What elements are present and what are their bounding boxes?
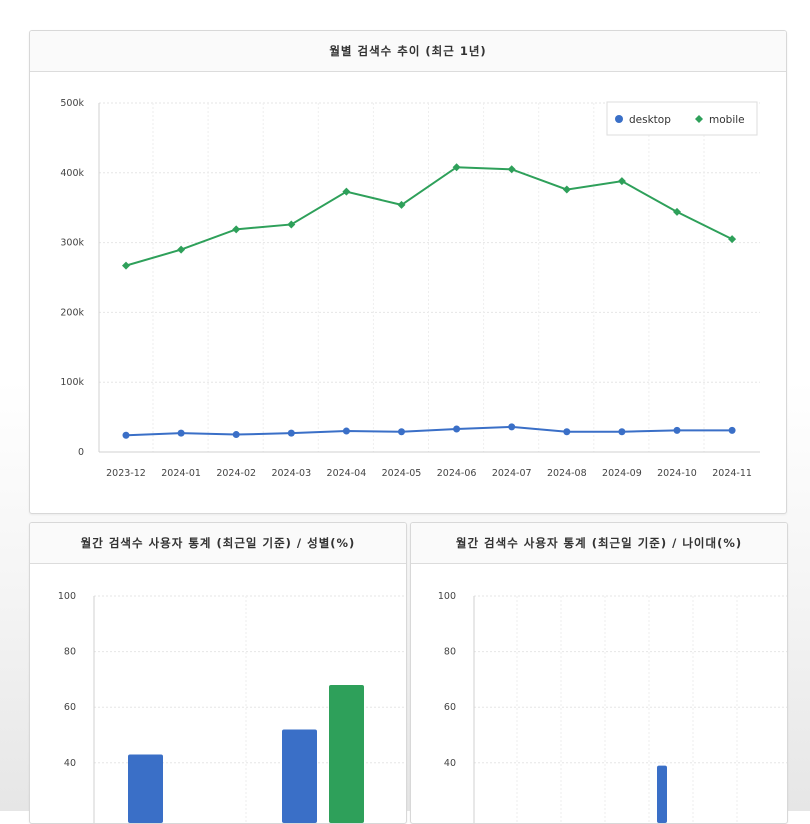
x-tick-label: 2024-01 [161, 468, 201, 479]
data-point-desktop [563, 428, 571, 436]
x-tick-label: 2024-11 [712, 468, 752, 479]
data-point-mobile [287, 220, 296, 229]
data-point-desktop [398, 428, 405, 436]
data-point-mobile [617, 177, 626, 186]
data-point-desktop [453, 425, 461, 433]
bar [657, 765, 667, 823]
x-tick-label: 2024-10 [657, 468, 697, 479]
x-tick-label: 2024-06 [437, 468, 477, 479]
y-tick-label: 60 [444, 702, 456, 713]
series-line-desktop [125, 425, 733, 437]
legend-label-mobile: mobile [709, 114, 745, 126]
y-tick-label: 100 [58, 591, 76, 602]
data-point-desktop [122, 431, 130, 439]
monthly-trend-chart: 0 100k 200k 300k 400k 500k 2023-12 2024-01 2024-… [60, 98, 760, 479]
legend-marker-desktop [615, 115, 623, 123]
data-point-desktop [728, 426, 736, 434]
x-tick-label: 2024-04 [327, 468, 367, 479]
data-point-mobile [507, 165, 516, 174]
y-tick-label: 40 [444, 758, 456, 769]
y-tick-label: 60 [64, 702, 76, 713]
y-tick-label: 80 [64, 647, 76, 658]
gender-bar-chart: 40 60 80 100 [58, 591, 406, 823]
data-point-desktop [232, 431, 240, 439]
data-point-mobile [342, 187, 351, 196]
data-point-desktop [618, 428, 626, 436]
data-point-mobile [122, 261, 130, 270]
y-tick-label: 200k [60, 307, 84, 318]
data-point-mobile [673, 207, 681, 216]
x-tick-label: 2024-08 [547, 468, 587, 479]
legend-label-desktop: desktop [629, 114, 671, 126]
bar [128, 754, 163, 823]
legend-marker-mobile [695, 115, 703, 123]
gender-stats-panel: 월간 검색수 사용자 통계 (최근일 기준) / 성별(%) 40 60 80 100 [29, 522, 407, 824]
data-point-desktop [287, 429, 295, 437]
y-tick-label: 400k [60, 168, 84, 179]
panel-title: 월간 검색수 사용자 통계 (최근일 기준) / 나이대(%) [411, 523, 787, 564]
x-tick-label: 2024-09 [602, 468, 642, 479]
y-tick-label: 100k [60, 377, 84, 388]
x-tick-label: 2024-02 [216, 468, 256, 479]
y-tick-label: 0 [78, 447, 84, 458]
panel-title: 월별 검색수 추이 (최근 1년) [30, 31, 786, 72]
panel-title: 월간 검색수 사용자 통계 (최근일 기준) / 성별(%) [30, 523, 406, 564]
x-tick-label: 2024-07 [492, 468, 532, 479]
age-bar-chart: 40 60 80 100 [438, 591, 787, 823]
y-tick-label: 500k [60, 98, 84, 109]
legend-box [606, 101, 758, 136]
data-point-desktop [177, 429, 185, 437]
data-point-desktop [508, 423, 516, 431]
data-point-desktop [342, 427, 350, 435]
y-tick-label: 100 [438, 591, 456, 602]
series-line-mobile [125, 166, 733, 267]
bar [282, 729, 317, 823]
data-point-mobile [177, 245, 186, 254]
data-point-desktop [673, 426, 681, 434]
y-tick-label: 40 [64, 758, 76, 769]
data-point-mobile [728, 235, 737, 244]
age-stats-panel: 월간 검색수 사용자 통계 (최근일 기준) / 나이대(%) 40 60 80 10… [410, 522, 788, 824]
y-tick-label: 300k [60, 238, 84, 249]
monthly-trend-panel: 월별 검색수 추이 (최근 1년) 0 100k 200k 300k 400k 500k 2… [29, 30, 787, 514]
data-point-mobile [452, 163, 461, 172]
data-point-mobile [562, 185, 571, 194]
bar [329, 684, 364, 823]
data-point-mobile [232, 225, 241, 234]
x-tick-label: 2024-03 [271, 468, 311, 479]
y-tick-label: 80 [444, 647, 456, 658]
data-point-mobile [397, 200, 406, 209]
x-tick-label: 2024-05 [382, 468, 422, 479]
x-tick-label: 2023-12 [106, 468, 146, 479]
